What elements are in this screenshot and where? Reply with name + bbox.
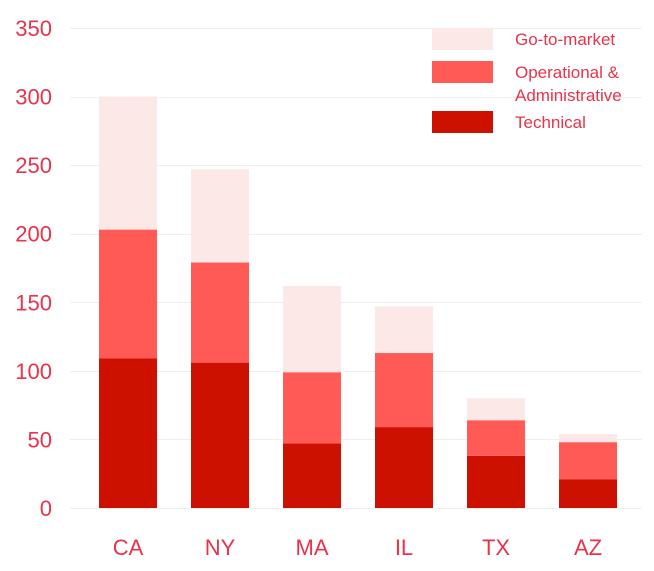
grid-lines	[70, 28, 642, 509]
legend-label: Operational &	[515, 63, 620, 82]
bar-ny-operational-administrative	[191, 262, 249, 363]
bar-ca-technical	[99, 358, 157, 508]
legend-swatch	[432, 111, 493, 133]
bar-ny-go-to-market	[191, 169, 249, 263]
y-axis-ticks: 0 50 100 150 200 250 300 350	[15, 16, 52, 521]
y-tick-label: 150	[15, 290, 52, 315]
bar-tx-operational-administrative	[467, 420, 525, 456]
bars	[99, 96, 617, 508]
x-tick-label: CA	[113, 535, 144, 560]
legend-label: Administrative	[515, 86, 622, 105]
bar-il-operational-administrative	[375, 353, 433, 428]
y-tick-label: 0	[40, 496, 52, 521]
bar-il-technical	[375, 427, 433, 508]
bar-il-go-to-market	[375, 306, 433, 354]
legend-label: Go-to-market	[515, 30, 615, 49]
bar-tx-technical	[467, 455, 525, 508]
legend-label: Technical	[515, 113, 586, 132]
bar-ny-technical	[191, 362, 249, 508]
bar-ma-operational-administrative	[283, 372, 341, 444]
y-tick-label: 200	[15, 222, 52, 247]
bar-az-operational-administrative	[559, 442, 617, 480]
y-tick-label: 350	[15, 16, 52, 41]
bar-tx-go-to-market	[467, 398, 525, 421]
y-tick-label: 50	[28, 427, 52, 452]
y-tick-label: 300	[15, 85, 52, 110]
legend: Go-to-market Operational & Administrative T…	[432, 28, 622, 133]
x-tick-label: TX	[482, 535, 510, 560]
legend-swatch	[432, 61, 493, 83]
bar-ma-technical	[283, 443, 341, 508]
bar-ca-operational-administrative	[99, 229, 157, 359]
y-tick-label: 250	[15, 153, 52, 178]
x-axis-ticks: CA NY MA IL TX AZ	[113, 535, 602, 560]
bar-az-go-to-market	[559, 433, 617, 443]
bar-ma-go-to-market	[283, 285, 341, 373]
bar-ca-go-to-market	[99, 96, 157, 230]
x-tick-label: AZ	[574, 535, 602, 560]
x-tick-label: IL	[395, 535, 413, 560]
bar-az-technical	[559, 479, 617, 508]
x-tick-label: MA	[296, 535, 329, 560]
x-tick-label: NY	[205, 535, 236, 560]
legend-swatch	[432, 28, 493, 50]
y-tick-label: 100	[15, 359, 52, 384]
